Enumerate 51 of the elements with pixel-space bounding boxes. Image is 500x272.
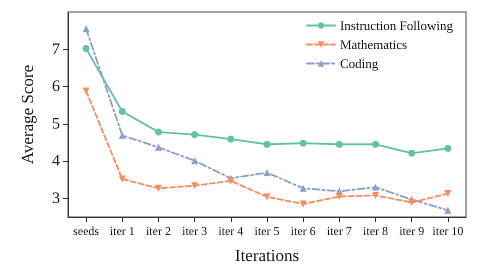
point	[82, 88, 90, 95]
point	[154, 128, 162, 136]
x-tick-label: iter 5	[254, 224, 280, 238]
y-tick-label: 6	[52, 78, 60, 96]
point	[444, 206, 452, 214]
x-tick-label: iter 8	[363, 224, 388, 238]
point	[118, 175, 126, 182]
point	[264, 193, 270, 200]
point	[191, 131, 198, 138]
point	[82, 25, 90, 32]
point	[336, 140, 343, 148]
point	[264, 169, 270, 176]
y-axis-title: Average Score	[18, 64, 37, 164]
point	[300, 140, 307, 147]
point	[118, 108, 126, 116]
point	[154, 184, 162, 192]
point	[300, 200, 307, 208]
legend-label: Mathematics	[340, 37, 408, 52]
point	[444, 190, 452, 198]
point	[191, 182, 198, 190]
point	[227, 177, 234, 184]
y-tick-label: 7	[52, 40, 60, 58]
point	[444, 144, 452, 152]
point	[300, 184, 307, 192]
x-tick-label: seeds	[73, 224, 100, 238]
x-axis-title: Iterations	[234, 246, 300, 265]
legend-label: Coding	[340, 56, 379, 71]
point	[372, 192, 380, 199]
x-tick-label: iter 1	[110, 224, 135, 238]
x-tick-label: iter 3	[182, 224, 208, 238]
point	[118, 132, 126, 139]
y-tick-label: 4	[52, 152, 60, 170]
x-tick-label: iter 9	[399, 224, 424, 238]
point	[264, 140, 270, 148]
point	[336, 193, 343, 200]
point	[82, 45, 90, 52]
point	[191, 157, 198, 164]
x-tick-label: iter 4	[218, 224, 244, 238]
x-tick-label: iter 10	[432, 224, 464, 238]
point	[154, 144, 162, 151]
legend-label: Instruction Following	[340, 18, 454, 33]
x-tick-label: iter 2	[146, 224, 171, 238]
x-tick-label: iter 6	[290, 224, 316, 238]
point	[372, 184, 380, 191]
y-tick-label: 5	[52, 115, 60, 132]
point	[227, 136, 234, 143]
point	[372, 140, 380, 148]
point	[408, 198, 416, 206]
point	[408, 150, 416, 157]
x-tick-label: iter 7	[326, 224, 352, 238]
y-tick-label: 3	[52, 190, 60, 207]
